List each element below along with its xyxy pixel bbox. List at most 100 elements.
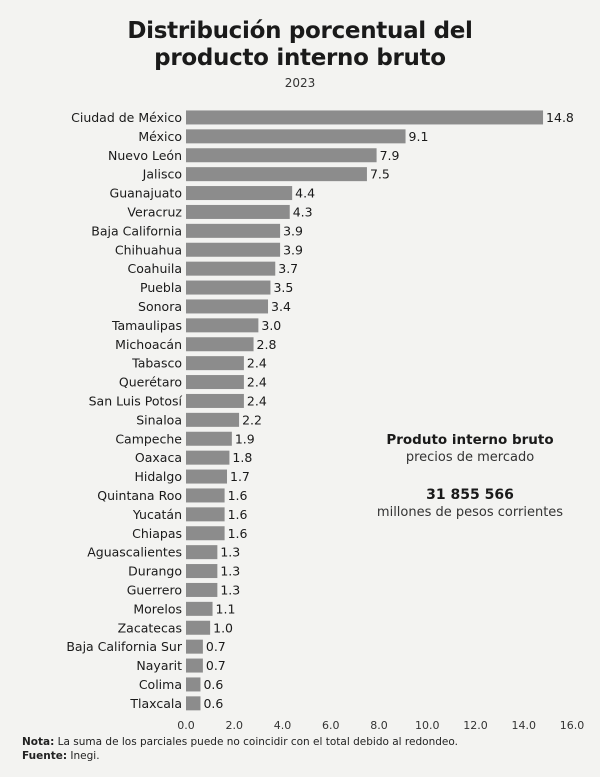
note-label: Nota: <box>22 736 55 748</box>
bar <box>186 564 218 579</box>
category-label: Nuevo León <box>108 148 182 163</box>
bar <box>186 393 244 408</box>
category-label: Sonora <box>138 299 182 314</box>
category-label: Querétaro <box>119 375 182 390</box>
bar <box>186 469 228 484</box>
x-tick-label: 16.0 <box>560 719 585 730</box>
category-label: Coahuila <box>128 261 183 276</box>
value-label: 2.2 <box>242 412 262 427</box>
bar <box>186 167 367 182</box>
source-line: Fuente: Inegi. <box>22 749 592 763</box>
gdp-annotation-subtitle: precios de mercado <box>405 450 535 465</box>
value-label: 1.7 <box>230 469 250 484</box>
x-tick-label: 6.0 <box>322 719 340 730</box>
value-label: 3.9 <box>283 223 303 238</box>
x-tick-label: 2.0 <box>226 719 244 730</box>
value-label: 0.7 <box>206 639 226 654</box>
bar <box>186 696 201 711</box>
bar <box>186 601 213 616</box>
bar <box>186 507 225 522</box>
category-label: Baja California <box>91 223 182 238</box>
value-label: 3.4 <box>271 299 291 314</box>
value-label: 1.3 <box>220 564 240 579</box>
category-label: Guanajuato <box>110 186 182 201</box>
bar <box>186 129 406 144</box>
note-line: Nota: La suma de los parciales puede no … <box>22 735 592 749</box>
value-label: 1.8 <box>232 450 252 465</box>
bar <box>186 204 290 219</box>
bar <box>186 337 254 352</box>
value-label: 3.9 <box>283 242 303 257</box>
bar <box>186 582 218 597</box>
value-label: 1.1 <box>216 601 236 616</box>
category-label: Tlaxcala <box>129 696 182 711</box>
bar <box>186 242 281 257</box>
footnotes: Nota: La suma de los parciales puede no … <box>22 735 592 763</box>
bar <box>186 677 201 692</box>
value-label: 1.9 <box>235 431 255 446</box>
value-label: 4.3 <box>293 204 313 219</box>
gdp-total-units: millones de pesos corrientes <box>376 505 564 520</box>
category-label: Jalisco <box>142 167 182 182</box>
value-label: 2.8 <box>257 337 277 352</box>
bar <box>186 431 232 446</box>
value-label: 1.6 <box>228 526 248 541</box>
note-text: La suma de los parciales puede no coinci… <box>54 736 458 748</box>
value-label: 0.6 <box>203 677 223 692</box>
category-label: Michoacán <box>115 337 182 352</box>
category-label: Chiapas <box>132 526 182 541</box>
value-label: 9.1 <box>409 129 429 144</box>
x-tick-label: 10.0 <box>415 719 440 730</box>
gdp-annotation: Produto interno bruto precios de mercado… <box>345 432 595 520</box>
category-label: Zacatecas <box>118 620 182 635</box>
category-label: México <box>138 129 182 144</box>
bar <box>186 620 211 635</box>
bar <box>186 261 276 276</box>
category-label: Tamaulipas <box>111 318 182 333</box>
value-label: 3.5 <box>273 280 293 295</box>
category-label: Baja California Sur <box>66 639 183 654</box>
value-label: 2.4 <box>247 356 267 371</box>
value-label: 3.0 <box>261 318 281 333</box>
chart-title-line-2: producto interno bruto <box>154 45 446 71</box>
x-tick-label: 12.0 <box>463 719 488 730</box>
value-label: 7.9 <box>380 148 400 163</box>
category-label: Sinaloa <box>136 412 182 427</box>
category-label: Quintana Roo <box>97 488 182 503</box>
x-tick-label: 0.0 <box>177 719 195 730</box>
bar <box>186 412 240 427</box>
bar <box>186 545 218 560</box>
source-label: Fuente: <box>22 750 68 762</box>
x-tick-label: 8.0 <box>370 719 388 730</box>
bar <box>186 148 377 163</box>
value-label: 0.7 <box>206 658 226 673</box>
category-label: Colima <box>139 677 182 692</box>
category-label: Ciudad de México <box>71 110 182 125</box>
value-label: 4.4 <box>295 186 315 201</box>
bar <box>186 186 293 201</box>
chart-title-line-1: Distribución porcentual del <box>127 18 473 44</box>
bar <box>186 450 230 465</box>
category-label: San Luis Potosí <box>89 393 183 408</box>
category-label: Campeche <box>115 431 182 446</box>
value-label: 1.3 <box>220 545 240 560</box>
category-label: Oaxaca <box>135 450 182 465</box>
bar <box>186 110 544 125</box>
bar <box>186 280 271 295</box>
bar <box>186 223 281 238</box>
value-label: 3.7 <box>278 261 298 276</box>
gdp-annotation-title: Produto interno bruto <box>386 432 554 448</box>
category-label: Tabasco <box>131 356 182 371</box>
bar <box>186 375 244 390</box>
category-label: Durango <box>128 564 182 579</box>
category-label: Chihuahua <box>115 242 182 257</box>
category-label: Nayarit <box>136 658 182 673</box>
value-label: 1.6 <box>228 507 248 522</box>
category-label: Veracruz <box>127 204 182 219</box>
x-tick-label: 4.0 <box>274 719 292 730</box>
value-label: 2.4 <box>247 393 267 408</box>
gdp-total-value: 31 855 566 <box>426 487 514 503</box>
bar <box>186 318 259 333</box>
bar <box>186 639 203 654</box>
bar <box>186 526 225 541</box>
